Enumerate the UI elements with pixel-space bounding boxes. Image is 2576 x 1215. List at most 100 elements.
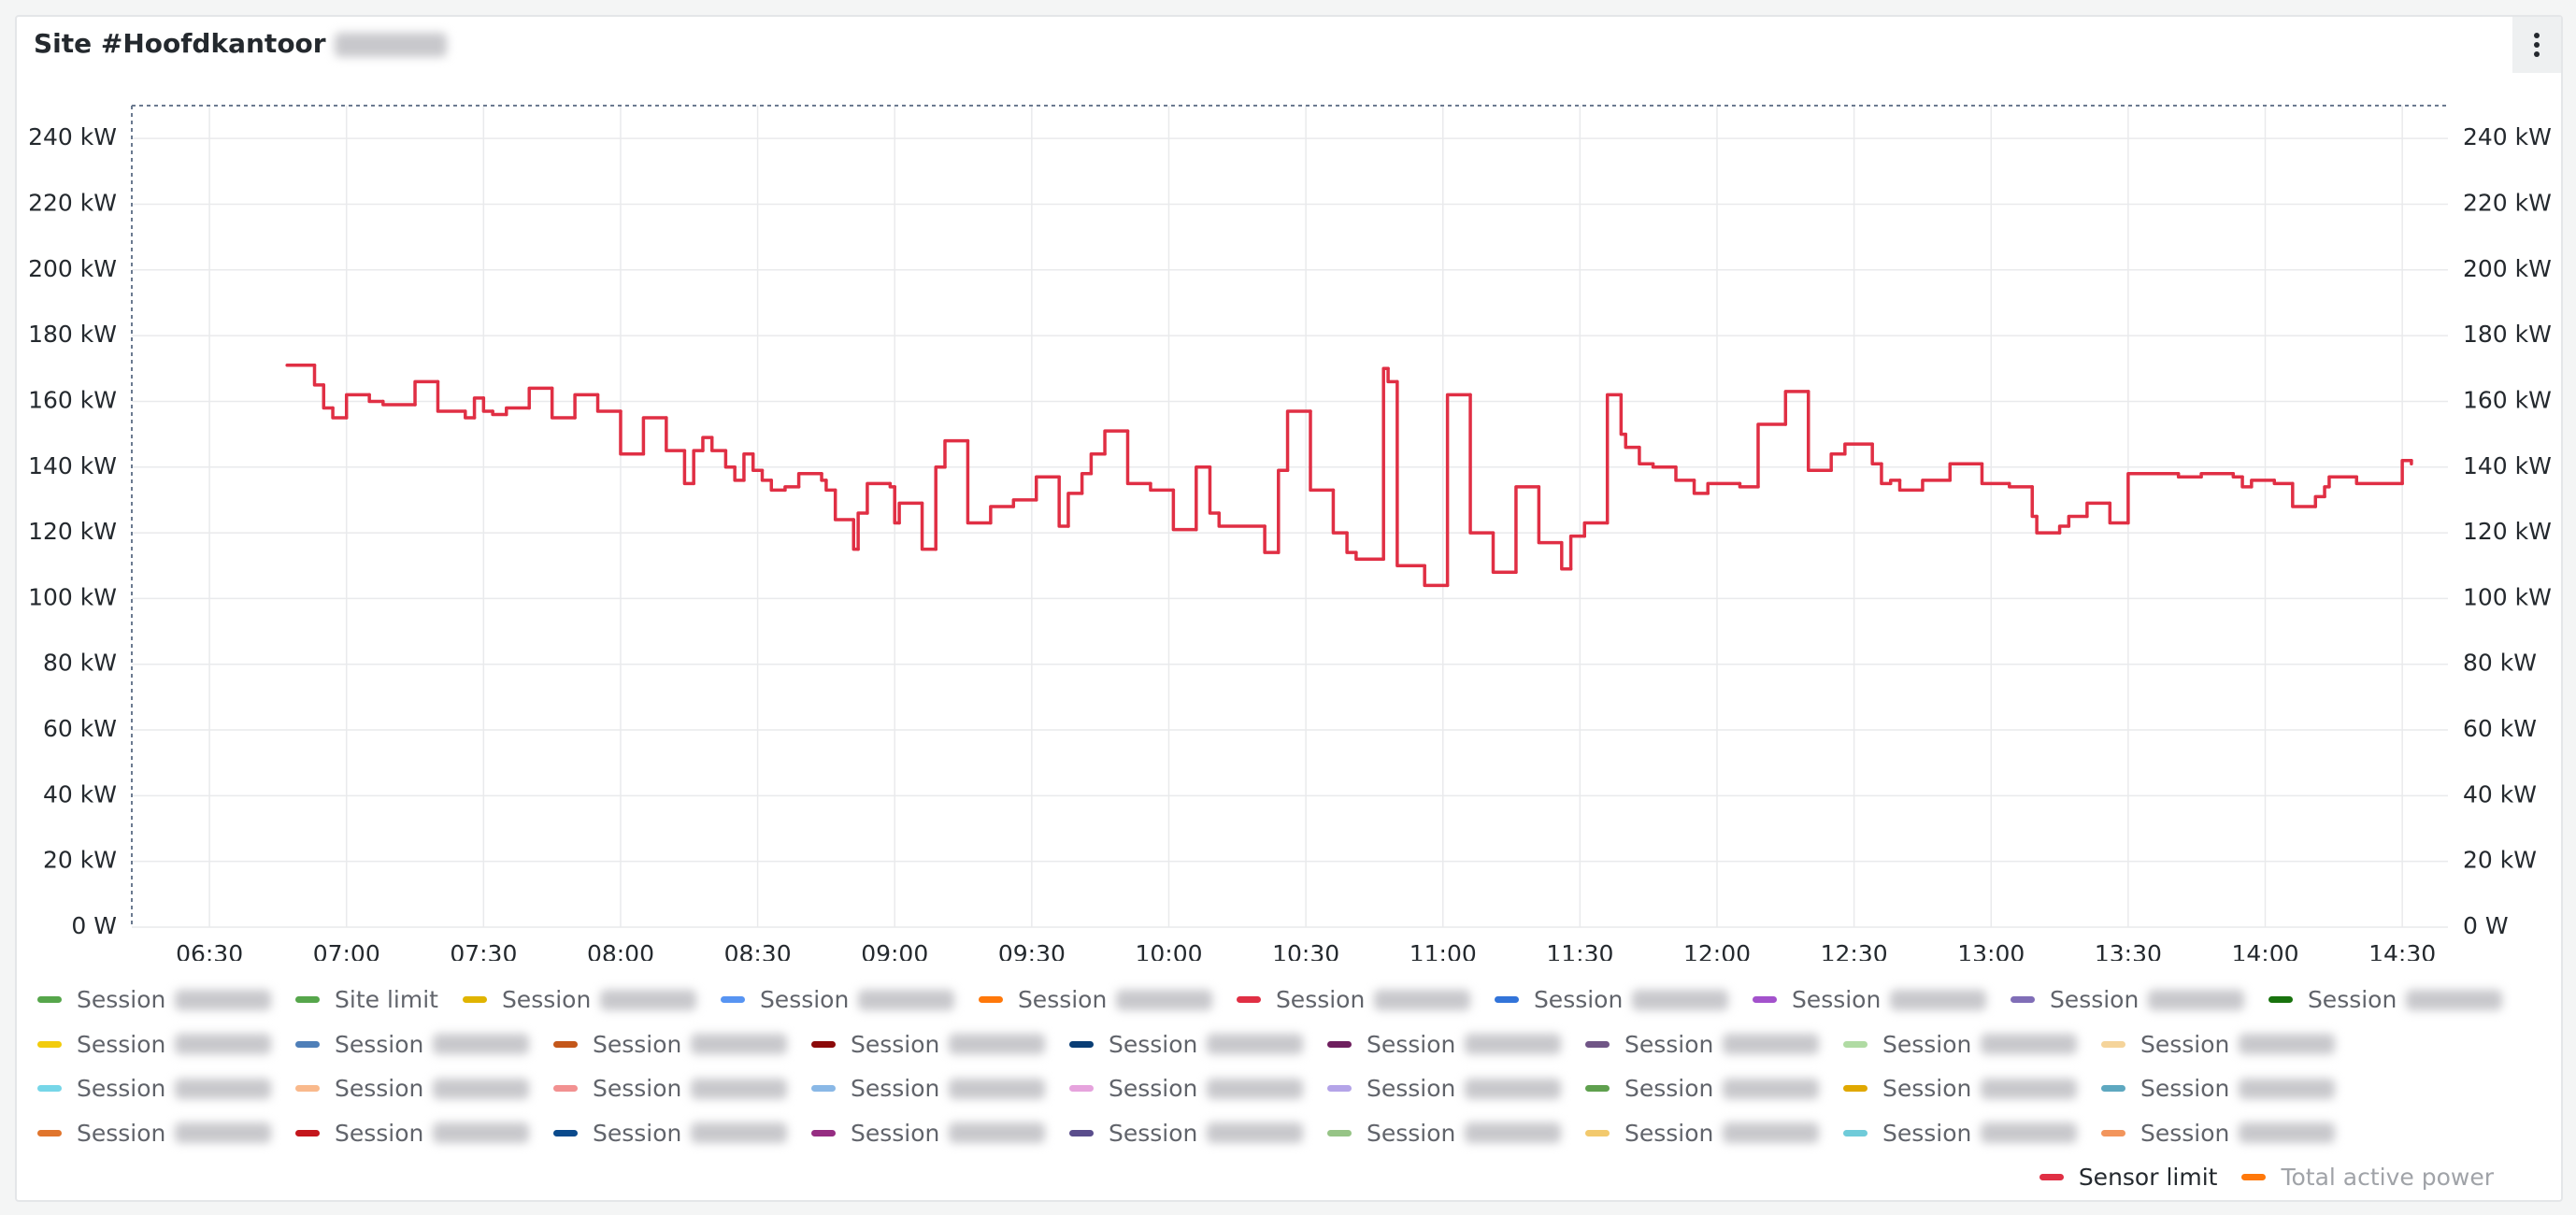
redacted [2239,1034,2335,1055]
line-step [1011,498,1038,508]
legend-label: Sensor limit [2078,1164,2218,1192]
line-step [2085,501,2112,519]
legend-swatch [1585,1085,1610,1093]
legend-item[interactable]: Session [37,986,271,1013]
line-step [464,409,477,420]
legend-item[interactable]: Session [720,986,954,1014]
legend-item[interactable]: Session [1069,1120,1303,1147]
legend-item[interactable]: Session [1843,1031,2077,1058]
legend-label: Session [77,1030,166,1058]
line-step [1208,465,1221,515]
redacted [691,1078,787,1099]
line-step [1692,479,1710,495]
legend-item[interactable]: Session [37,1120,271,1147]
x-tick-label: 13:30 [2095,940,2162,961]
legend-item[interactable]: Session [1494,986,1728,1013]
legend-item[interactable]: Session [2268,986,2502,1013]
line-step [481,396,494,413]
y-tick-label: 200 kW [28,255,117,282]
x-tick-label: 09:30 [998,940,1066,961]
line-step [742,451,755,482]
legend-item[interactable]: Session [2101,1075,2335,1102]
legend-item[interactable]: Session [1327,1075,1561,1102]
redacted [1723,1034,1819,1055]
y2-tick-label: 100 kW [2463,583,2552,610]
y2-tick-label: 120 kW [2463,518,2552,545]
legend-item[interactable]: Session [37,1031,271,1058]
legend-item[interactable]: Session [553,1031,787,1058]
legend-item[interactable]: Session [1236,986,1470,1014]
legend-item[interactable]: Session [2101,1120,2335,1147]
redacted [2148,989,2244,1010]
legend-label: Session [759,986,850,1014]
legend-swatch [2039,1174,2064,1181]
line-step [824,479,837,493]
legend-item[interactable]: Session [37,1075,271,1102]
line-step [619,409,646,456]
line-step [641,416,668,456]
legend-item[interactable]: Session [2010,986,2244,1013]
legend-swatch [462,996,487,1004]
legend-row: Sensor limit Total active power [37,1155,2542,1200]
legend-item[interactable]: Session [1585,1120,1819,1147]
line-step [2067,514,2089,528]
legend-swatch [1069,1129,1094,1136]
line-step [413,379,440,407]
legend-item[interactable]: Session [295,1031,529,1058]
legend-item[interactable]: Session [1069,1031,1303,1058]
legend-swatch [2010,996,2035,1004]
legend-item[interactable]: Session [811,1031,1045,1058]
line-step [1285,409,1312,473]
line-step [1080,472,1094,495]
y2-tick-label: 140 kW [2463,452,2552,479]
redacted [175,1034,271,1055]
legend-item[interactable]: Session [1069,1075,1303,1102]
legend-swatch [1494,996,1519,1004]
legend-item[interactable]: Session [295,1075,529,1102]
line-step [527,386,554,410]
legend-item[interactable]: Site limit [295,986,438,1013]
line-step [1706,481,1742,495]
legend-item[interactable]: Session [2101,1031,2335,1058]
legend-item[interactable]: Session [295,1120,529,1147]
line-step [472,396,486,420]
legend-item[interactable]: Session [1843,1075,2077,1102]
legend-item[interactable]: Session [553,1075,787,1102]
legend-label: Session [77,1075,166,1103]
legend-swatch [2241,1174,2267,1181]
legend-swatch [811,1085,836,1093]
line-step [934,465,947,551]
line-step [1870,442,1883,465]
legend-item[interactable]: Session [1585,1075,1819,1102]
line-step [1582,521,1610,538]
line-step [1386,366,1399,384]
panel-menu[interactable] [2512,17,2561,73]
y-tick-label: 140 kW [28,452,117,479]
legend-swatch [2101,1040,2125,1048]
line-step [2199,472,2236,479]
legend-item[interactable]: Session [1327,1031,1561,1058]
legend-label: Session [1275,986,1366,1014]
legend-swatch [553,1085,578,1093]
legend-label: Session [1624,1030,1714,1058]
legend-item[interactable]: Session [462,986,696,1013]
legend-item[interactable]: Session [1585,1031,1819,1058]
legend-item[interactable]: Session [811,1120,1045,1147]
line-step [783,485,801,493]
legend-item[interactable]: Session [1752,986,1986,1013]
chart: 0 W 0 W 20 kW 20 kW 40 kW 40 kW 60 kW 60 kW 80 k… [28,105,2552,961]
y-tick-label: 100 kW [28,583,117,610]
legend: Session Site limit Session Session Session Se… [37,978,2542,1200]
line-step [1034,475,1061,502]
legend-item[interactable]: Total active power [2241,1164,2494,1191]
y2-tick-label: 60 kW [2463,715,2537,742]
redacted [335,33,448,57]
legend-item[interactable]: Sensor limit [2039,1164,2218,1192]
legend-label: Session [2140,1030,2230,1058]
legend-item[interactable]: Session [1843,1120,2077,1147]
legend-item[interactable]: Session [1327,1120,1561,1147]
line-step [2035,514,2062,535]
legend-item[interactable]: Session [978,986,1212,1013]
legend-item[interactable]: Session [811,1075,1045,1102]
legend-item[interactable]: Session [553,1120,787,1147]
